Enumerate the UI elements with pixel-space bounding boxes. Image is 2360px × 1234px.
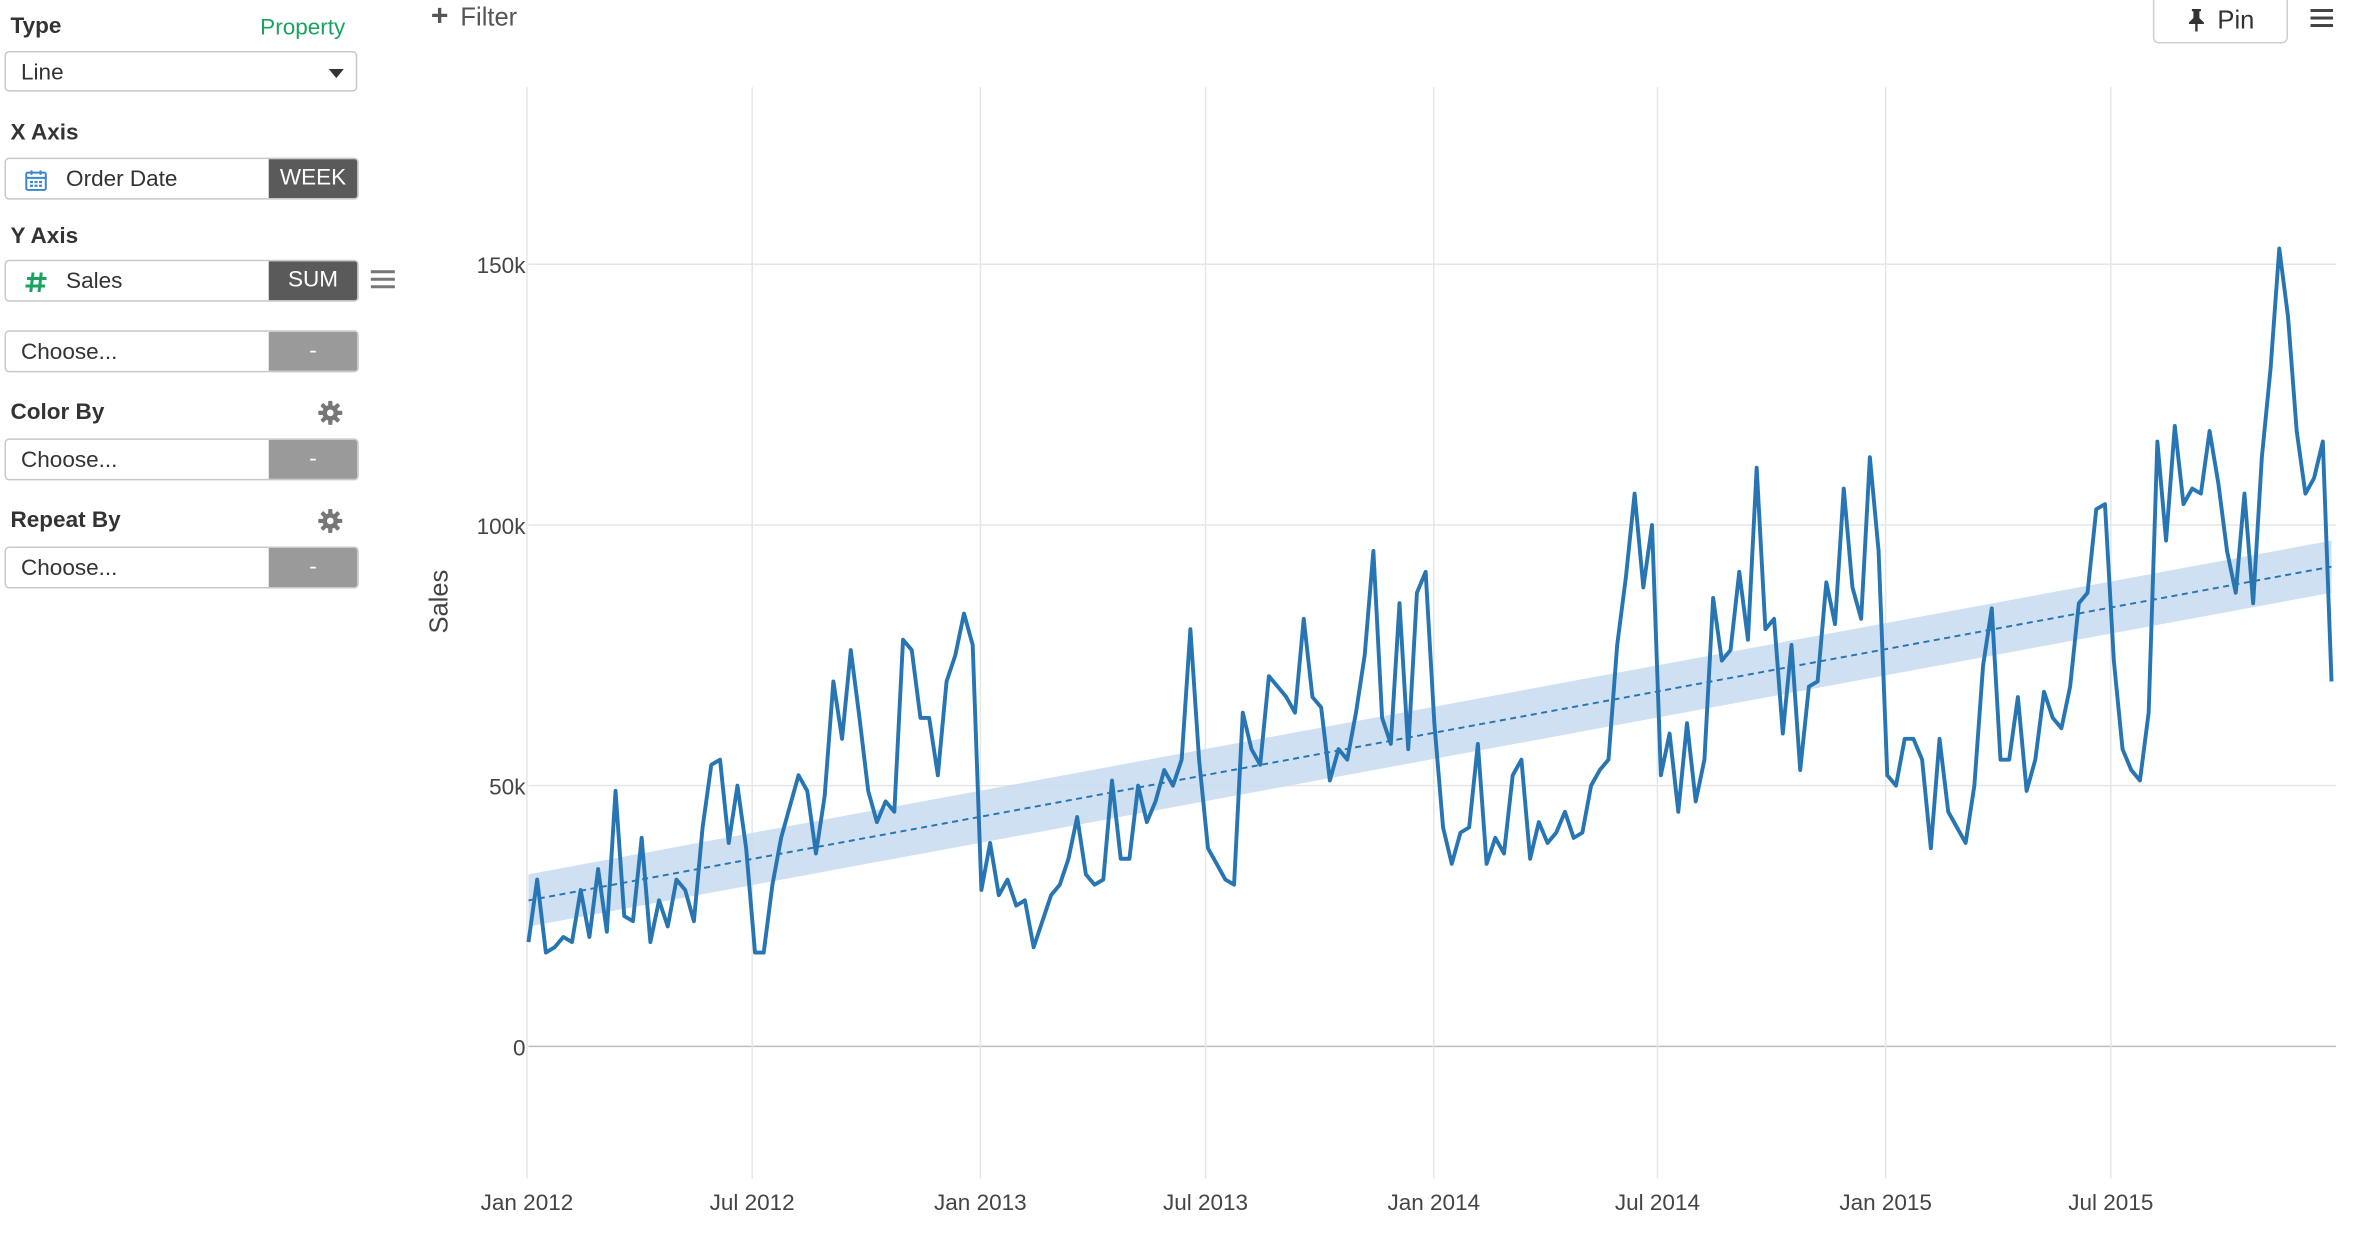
hash-icon bbox=[25, 272, 47, 293]
y-axis-label: Y Axis bbox=[10, 223, 79, 250]
y-tick-label: 0 bbox=[513, 1035, 526, 1060]
color-by-gear-icon[interactable] bbox=[317, 399, 344, 426]
chart-type-select[interactable]: Line bbox=[4, 51, 358, 92]
y2-choose-text: Choose... bbox=[21, 339, 118, 365]
calendar-icon bbox=[25, 170, 47, 191]
y-aggregation-button[interactable]: SUM bbox=[268, 261, 358, 301]
x-aggregation-button[interactable]: WEEK bbox=[268, 159, 358, 199]
chart-config-panel: Type Property Line X Axis Order Date WEE… bbox=[0, 0, 405, 1234]
hamburger-menu-icon[interactable] bbox=[2310, 9, 2334, 29]
add-filter-button[interactable]: + Filter bbox=[431, 0, 517, 35]
color-by-field[interactable]: Choose... - bbox=[4, 438, 359, 481]
repeat-by-label: Repeat By bbox=[10, 507, 121, 533]
x-tick-label: Jul 2015 bbox=[2068, 1190, 2153, 1215]
y-tick-label: 100k bbox=[477, 514, 527, 539]
chevron-down-icon bbox=[328, 69, 344, 79]
color-aggregation-button[interactable]: - bbox=[268, 439, 358, 479]
color-by-label: Color By bbox=[10, 399, 105, 425]
x-tick-label: Jul 2012 bbox=[710, 1190, 795, 1215]
repeat-aggregation-button[interactable]: - bbox=[268, 547, 358, 588]
x-tick-label: Jan 2015 bbox=[1839, 1190, 1932, 1215]
type-label: Type bbox=[10, 13, 62, 40]
line-chart: 0 50k 100k 150k Jan 2012 Jul 2012 Jan 2013 Jul … bbox=[477, 87, 2337, 1215]
repeat-by-gear-icon[interactable] bbox=[317, 507, 344, 534]
x-tick-label: Jan 2014 bbox=[1387, 1190, 1480, 1215]
color-choose-text: Choose... bbox=[21, 447, 118, 473]
x-tick-label: Jul 2014 bbox=[1615, 1190, 1700, 1215]
repeat-by-field[interactable]: Choose... - bbox=[4, 546, 359, 589]
y2-axis-field[interactable]: Choose... - bbox=[4, 330, 359, 373]
x-field-name: Order Date bbox=[66, 166, 178, 193]
y-tick-label: 50k bbox=[489, 775, 526, 800]
y-options-menu-icon[interactable] bbox=[370, 270, 395, 290]
sales-series-line bbox=[526, 246, 2334, 955]
repeat-choose-text: Choose... bbox=[21, 555, 118, 582]
x-tick-label: Jul 2013 bbox=[1163, 1190, 1248, 1215]
y2-aggregation-button[interactable]: - bbox=[268, 331, 358, 371]
x-tick-label: Jan 2012 bbox=[481, 1190, 574, 1215]
trend-line bbox=[528, 565, 2332, 902]
y-field-name: Sales bbox=[66, 268, 123, 295]
chart-type-value: Line bbox=[21, 60, 64, 86]
filter-label: Filter bbox=[460, 3, 518, 32]
property-link[interactable]: Property bbox=[260, 15, 346, 41]
x-tick-label: Jan 2013 bbox=[934, 1190, 1027, 1215]
y-tick-label: 150k bbox=[477, 253, 527, 278]
x-axis-label: X Axis bbox=[10, 120, 79, 146]
pin-button[interactable]: Pin bbox=[2152, 0, 2288, 44]
y-axis-field[interactable]: Sales SUM bbox=[4, 259, 359, 302]
pushpin-icon bbox=[2188, 9, 2204, 32]
plus-icon: + bbox=[430, 0, 449, 34]
x-axis-field[interactable]: Order Date WEEK bbox=[4, 157, 359, 200]
pin-label: Pin bbox=[2217, 6, 2255, 35]
